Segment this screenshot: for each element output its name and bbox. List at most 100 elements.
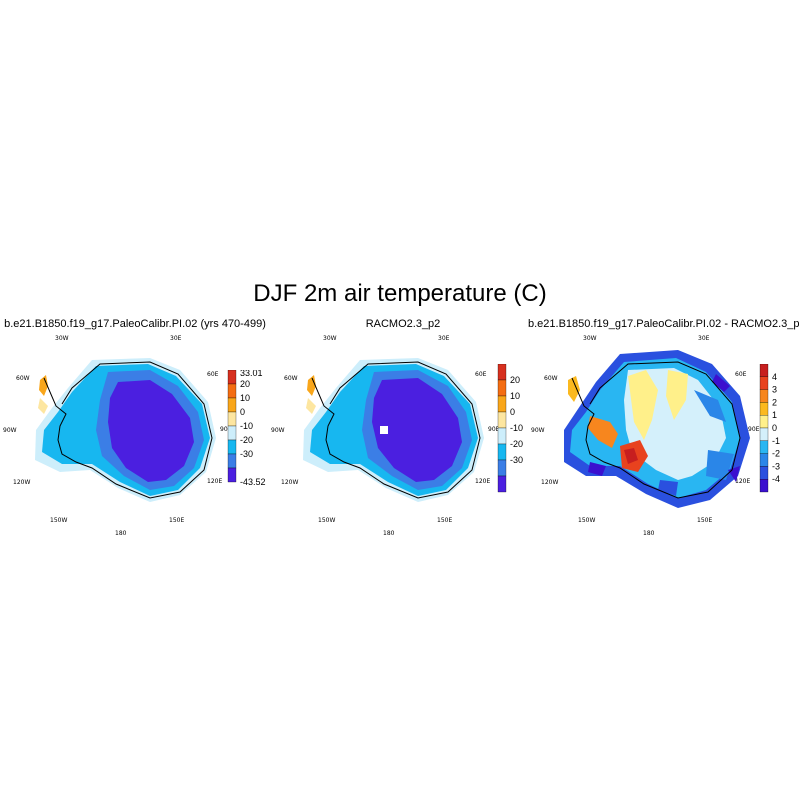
colorbar-label: -30 xyxy=(240,449,253,459)
colorbar-label: 10 xyxy=(240,393,250,403)
coastline xyxy=(43,361,213,499)
colorbar-swatch xyxy=(227,397,237,413)
lon-label: 90E xyxy=(488,426,500,433)
colorbar-swatch xyxy=(227,411,237,427)
lon-labels: 30W 30E 60W 60E 90W 90E 120W 120E 150W 1… xyxy=(531,335,760,537)
colorbar-label: 33.01 xyxy=(240,370,263,378)
coastline xyxy=(571,361,741,499)
colorbar-swatch xyxy=(497,395,507,413)
temperature-field xyxy=(35,358,216,502)
lon-label: 30E xyxy=(438,335,450,342)
colorbar-swatch xyxy=(759,427,769,441)
lon-label: 150E xyxy=(169,517,184,524)
colorbar-label: 1 xyxy=(772,410,777,420)
colorbar-swatch xyxy=(497,459,507,477)
colorbar-swatch xyxy=(227,383,237,399)
panel-difference: b.e21.B1850.f19_g17.PaleoCalibr.PI.02 - … xyxy=(528,318,800,548)
colorbar-label: -3 xyxy=(772,461,780,471)
lon-label: 150W xyxy=(318,517,335,524)
lon-label: 120W xyxy=(13,479,30,486)
lon-labels: 30W 30E 60W 60E 90W 90E 120W 120E 150W 1… xyxy=(3,335,232,537)
colorbar-swatch xyxy=(497,427,507,445)
panel-title: b.e21.B1850.f19_g17.PaleoCalibr.PI.02 - … xyxy=(528,318,800,330)
colorbar-swatch xyxy=(759,415,769,429)
colorbar-label: -10 xyxy=(240,421,253,431)
lon-label: 30W xyxy=(323,335,337,342)
colorbar-swatch xyxy=(759,453,769,467)
antarctica-map-racmo: 30W 30E 60W 60E 90W 90E 120W 120E 150W 1… xyxy=(271,335,500,537)
lon-labels: 30W 30E 60W 60E 90W 90E 120W 120E 150W 1… xyxy=(271,335,500,537)
antarctica-map-difference: 30W 30E 60W 60E 90W 90E 120W 120E 150W 1… xyxy=(531,335,760,537)
colorbar-label: 0 xyxy=(240,407,245,417)
lon-label: 90W xyxy=(531,427,545,434)
lon-label: 60E xyxy=(207,371,219,378)
lon-label: 60W xyxy=(16,375,30,382)
colorbar-label: -10 xyxy=(510,423,523,433)
lon-label: 180 xyxy=(115,530,127,537)
lon-label: 180 xyxy=(383,530,395,537)
colorbar-label: -43.52 xyxy=(240,477,266,487)
colorbar-label: -30 xyxy=(510,455,523,465)
colorbar-label: 20 xyxy=(510,375,520,385)
lon-label: 30E xyxy=(170,335,182,342)
coastline xyxy=(311,361,481,499)
lon-label: 120E xyxy=(735,478,750,485)
lon-label: 30W xyxy=(55,335,69,342)
lon-label: 180 xyxy=(643,530,655,537)
colorbar-swatch xyxy=(227,370,237,385)
lon-label: 90E xyxy=(748,426,760,433)
colorbar-swatch xyxy=(759,466,769,480)
colorbar-label: -20 xyxy=(240,435,253,445)
lon-label: 90W xyxy=(271,427,285,434)
lon-label: 90E xyxy=(220,426,232,433)
colorbar-swatch xyxy=(497,411,507,429)
lon-label: 90W xyxy=(3,427,17,434)
colorbar-label: -20 xyxy=(510,439,523,449)
colorbar-label: 2 xyxy=(772,397,777,407)
lon-label: 150E xyxy=(697,517,712,524)
lon-label: 150W xyxy=(578,517,595,524)
colorbar-label: -4 xyxy=(772,474,780,484)
colorbar-swatch xyxy=(759,479,769,493)
colorbar-label: 3 xyxy=(772,385,777,395)
colorbar-difference: 4 3 2 1 0 -1 -2 -3 -4 xyxy=(759,364,780,493)
lon-label: 120E xyxy=(207,478,222,485)
panel-model: b.e21.B1850.f19_g17.PaleoCalibr.PI.02 (y… xyxy=(0,318,270,548)
colorbar-swatch xyxy=(759,364,769,377)
colorbar-swatch xyxy=(227,425,237,441)
colorbar-swatch xyxy=(497,475,507,493)
colorbar-label: -2 xyxy=(772,449,780,459)
colorbar-label: 10 xyxy=(510,391,520,401)
lon-label: 120W xyxy=(541,479,558,486)
temperature-field xyxy=(303,358,484,502)
colorbar-swatch xyxy=(227,439,237,455)
colorbar-label: -1 xyxy=(772,436,780,446)
lon-label: 30W xyxy=(583,335,597,342)
colorbar-swatch xyxy=(759,440,769,454)
colorbar-swatch xyxy=(227,467,237,483)
colorbar-label: 0 xyxy=(772,423,777,433)
panel-racmo: RACMO2.3_p2 30W 30E 60W 60E 90W 90E 120W… xyxy=(268,318,538,548)
colorbar-swatch xyxy=(497,364,507,381)
panel-title: b.e21.B1850.f19_g17.PaleoCalibr.PI.02 (y… xyxy=(4,318,266,330)
antarctica-map-model: 30W 30E 60W 60E 90W 90E 120W 120E 150W 1… xyxy=(3,335,232,537)
colorbar-label: 0 xyxy=(510,407,515,417)
lon-label: 60E xyxy=(735,371,747,378)
colorbar-label: 20 xyxy=(240,379,250,389)
lon-label: 30E xyxy=(698,335,710,342)
figure-title: DJF 2m air temperature (C) xyxy=(253,280,547,307)
colorbar-label: 4 xyxy=(772,372,777,382)
colorbar-swatch xyxy=(497,443,507,461)
panel-title: RACMO2.3_p2 xyxy=(365,318,441,330)
lon-label: 60W xyxy=(544,375,558,382)
colorbar-swatch xyxy=(497,379,507,397)
lon-label: 120W xyxy=(281,479,298,486)
colorbar-swatch xyxy=(227,453,237,469)
lon-label: 150E xyxy=(437,517,452,524)
lon-label: 150W xyxy=(50,517,67,524)
lon-label: 120E xyxy=(475,478,490,485)
colorbar-racmo: 20 10 0 -10 -20 -30 xyxy=(497,364,523,493)
colorbar-swatch xyxy=(759,376,769,390)
difference-field xyxy=(564,350,750,508)
